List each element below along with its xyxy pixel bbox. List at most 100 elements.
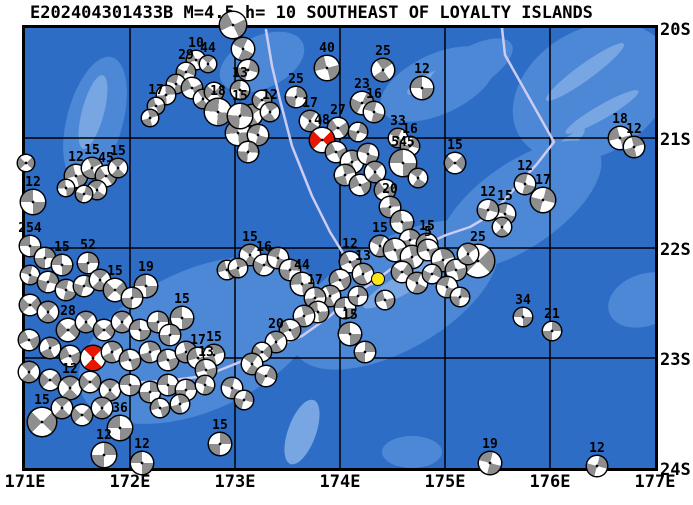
focal-mechanism-beachball xyxy=(320,286,340,306)
depth-label: 15 xyxy=(232,89,248,104)
focal-mechanism-beachball xyxy=(300,111,320,131)
depth-label: 12 xyxy=(626,122,642,137)
focal-mechanism-beachball xyxy=(92,443,116,467)
focal-mechanism-beachball xyxy=(372,59,394,81)
bathymetry-patch xyxy=(382,436,442,468)
epicenter-marker xyxy=(372,273,384,285)
depth-label: 15 xyxy=(174,292,190,307)
focal-mechanism-beachball xyxy=(220,12,246,38)
focal-mechanism-beachball xyxy=(587,456,607,476)
depth-label: 15 xyxy=(107,264,123,279)
focal-mechanism-beachball xyxy=(355,342,375,362)
bathymetry-patch xyxy=(608,272,655,328)
depth-label: 15 xyxy=(206,330,222,345)
focal-mechanism-beachball xyxy=(205,99,231,125)
focal-mechanism-beachball xyxy=(92,398,112,418)
focal-mechanism-beachball xyxy=(112,312,132,332)
focal-mechanism-beachball xyxy=(102,342,122,362)
bathymetry-patch xyxy=(427,38,513,98)
focal-mechanism-beachball xyxy=(78,253,98,273)
longitude-tick-label: 172E xyxy=(109,472,151,492)
focal-mechanism-beachball xyxy=(38,302,58,322)
focal-mechanism-beachball xyxy=(353,264,373,284)
focal-mechanism-beachball xyxy=(205,83,223,101)
depth-label: 5 xyxy=(424,225,432,240)
longitude-tick-label: 171E xyxy=(4,472,46,492)
focal-mechanism-beachball xyxy=(446,260,466,280)
focal-mechanism-beachball xyxy=(21,266,39,284)
depth-label: 25 xyxy=(470,230,486,245)
focal-mechanism-beachball xyxy=(248,125,268,145)
longitude-tick-label: 176E xyxy=(529,472,571,492)
focal-mechanism-beachball xyxy=(76,186,92,202)
depth-label: 12 xyxy=(414,62,430,77)
focal-mechanism-beachball xyxy=(349,287,367,305)
focal-mechanism-beachball xyxy=(261,103,279,121)
focal-mechanism-beachball xyxy=(20,295,40,315)
focal-mechanism-beachball xyxy=(364,102,384,122)
depth-label: 15 xyxy=(54,240,70,255)
depth-label: 17 xyxy=(190,333,206,348)
focal-mechanism-beachball xyxy=(349,123,367,141)
depth-label: 12 xyxy=(342,237,358,252)
focal-mechanism-beachball xyxy=(88,181,106,199)
event-title: E202404301433B M=4.5 h= 10 SOUTHEAST OF … xyxy=(30,3,593,23)
depth-label: 12 xyxy=(25,175,41,190)
depth-label: 27 xyxy=(330,103,346,118)
focal-mechanism-beachball xyxy=(339,323,361,345)
depth-label: 15 xyxy=(34,393,50,408)
depth-label: 15 xyxy=(212,418,228,433)
focal-mechanism-beachball xyxy=(196,376,214,394)
latitude-tick-label: 24S xyxy=(660,460,691,480)
latitude-tick-label: 23S xyxy=(660,350,691,370)
depth-label: 16 xyxy=(402,122,418,137)
focal-mechanism-beachball xyxy=(130,320,150,340)
depth-label: 12 xyxy=(480,185,496,200)
focal-mechanism-beachball xyxy=(140,342,160,362)
focal-mechanism-beachball xyxy=(72,405,92,425)
longitude-tick-label: 177E xyxy=(634,472,676,492)
focal-mechanism-beachball xyxy=(100,380,120,400)
depth-label: 40 xyxy=(319,41,335,56)
focal-mechanism-beachball xyxy=(445,153,465,173)
depth-label: 19 xyxy=(138,260,154,275)
focal-mechanism-beachball xyxy=(328,118,348,138)
focal-mechanism-beachball xyxy=(231,81,249,99)
depth-label: 13 xyxy=(232,66,248,81)
focal-mechanism-beachball xyxy=(294,306,314,326)
depth-label: 15 xyxy=(110,144,126,159)
focal-mechanism-beachball xyxy=(171,307,193,329)
depth-label: 13 xyxy=(198,345,214,360)
longitude-tick-label: 175E xyxy=(424,472,466,492)
depth-label: 29 xyxy=(178,48,194,63)
focal-mechanism-beachball xyxy=(409,169,427,187)
depth-label: 28 xyxy=(60,304,76,319)
focal-mechanism-beachball xyxy=(478,200,498,220)
focal-mechanism-beachball xyxy=(38,272,58,292)
depth-label: 12 xyxy=(68,150,84,165)
focal-mechanism-beachball xyxy=(315,56,339,80)
depth-label: 10 xyxy=(188,36,204,51)
focal-mechanism-beachball xyxy=(131,452,153,474)
depth-label: 33 xyxy=(390,114,406,129)
focal-mechanism-beachball xyxy=(108,416,132,440)
focal-mechanism-beachball xyxy=(514,308,532,326)
focal-mechanism-beachball xyxy=(104,279,126,301)
focal-mechanism-beachball xyxy=(235,391,253,409)
bathymetry-patch xyxy=(565,90,639,134)
latitude-tick-label: 22S xyxy=(660,240,691,260)
focal-mechanism-beachball xyxy=(266,332,286,352)
depth-label: 20 xyxy=(268,317,284,332)
focal-mechanism-beachball xyxy=(411,77,433,99)
focal-mechanism-beachball xyxy=(94,320,114,340)
focal-mechanism-beachball xyxy=(122,288,142,308)
focal-mechanism-beachball xyxy=(531,188,555,212)
focal-mechanism-beachball xyxy=(451,288,469,306)
focal-mechanism-beachball xyxy=(40,338,60,358)
depth-label: 25 xyxy=(288,72,304,87)
depth-label: 19 xyxy=(482,437,498,452)
focal-mechanism-beachball xyxy=(200,56,216,72)
depth-label: 15 xyxy=(419,219,435,234)
depth-label: 17 xyxy=(148,83,164,98)
